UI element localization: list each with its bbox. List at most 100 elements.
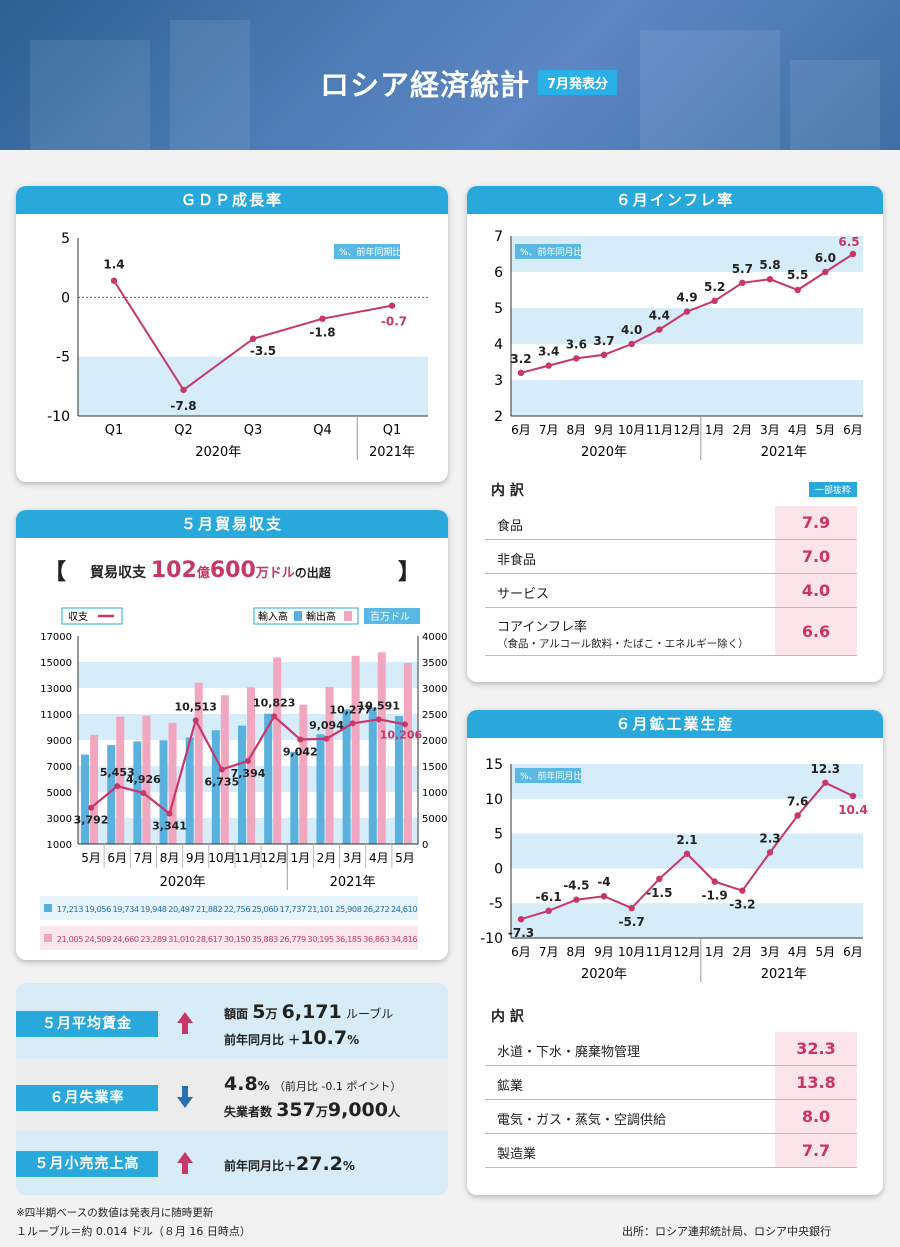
balance-point <box>88 804 95 811</box>
data-label: -3.5 <box>250 344 276 358</box>
headline-n1: 102 <box>150 558 197 583</box>
import-table-value: 19,948 <box>140 904 166 914</box>
grid-band <box>511 380 863 416</box>
legend-unit-bg <box>364 608 420 624</box>
balance-point <box>349 720 356 727</box>
data-point <box>517 916 525 923</box>
balance-point <box>114 783 121 790</box>
export-table-value: 26,779 <box>280 934 306 944</box>
y-tick-label: -5 <box>489 896 503 912</box>
import-bar <box>342 709 351 844</box>
balance-point <box>323 735 330 742</box>
source-note: 出所：ロシア連邦統計局、ロシア中央銀行 <box>622 1225 831 1238</box>
y-tick-label: 0 <box>61 290 70 306</box>
group-label: 2020年 <box>195 445 241 460</box>
y-left-tick-label: 13000 <box>40 684 72 695</box>
x-tick-label: Q1 <box>105 423 124 438</box>
y-tick-label: 2 <box>494 409 503 425</box>
data-point <box>388 302 396 309</box>
export-table-value: 24,509 <box>85 934 111 944</box>
data-label: 5.8 <box>759 258 780 272</box>
unemployment-line-1: 4.8% （前月比 -0.1 ポイント） <box>224 1073 401 1095</box>
x-tick-label: 9月 <box>594 423 614 437</box>
data-point <box>766 849 774 856</box>
y-left-tick-label: 1000 <box>47 840 72 851</box>
balance-label: 10,823 <box>253 696 295 709</box>
x-tick-label: 12月 <box>673 423 700 437</box>
import-table-value: 24,610 <box>391 904 417 914</box>
y-right-tick-label: 30000 <box>422 684 448 695</box>
import-table-value: 21,882 <box>196 904 222 914</box>
data-point <box>739 279 746 286</box>
data-label: 12.3 <box>811 762 841 776</box>
wage-n2: 6,171 <box>281 1001 342 1023</box>
gdp-chart: 5 0 -5 -10 Q1 Q2 Q3 Q4 Q1 2020年 2021年 %、前年同期比 1.4 -7.… <box>47 231 428 460</box>
headline-pre: 貿易収支 <box>90 565 146 581</box>
unemployment-row: ６月失業率 4.8% （前月比 -0.1 ポイント） 失業者数 357万9,00… <box>16 1059 448 1131</box>
export-bar <box>194 682 203 844</box>
y-right-tick-label: 20000 <box>422 736 448 747</box>
data-point <box>249 335 257 343</box>
y-tick-label: 5 <box>494 301 503 317</box>
gdp-title: ＧＤＰ成長率 <box>16 186 448 214</box>
balance-label: 4,926 <box>126 773 161 786</box>
export-table-value: 21,005 <box>57 934 83 944</box>
breakdown-label: 食品 <box>497 519 524 534</box>
export-table-value: 24,660 <box>112 934 138 944</box>
y-tick-label: -10 <box>480 931 503 947</box>
export-bar <box>351 655 360 844</box>
unemp-n1: 4.8 <box>224 1073 258 1095</box>
legend-import-label: 輸入高 <box>258 610 288 623</box>
balance-label: 10,591 <box>358 699 400 712</box>
x-tick-label: 2月 <box>733 423 753 437</box>
unit-note: %、前年同月比 <box>520 770 583 782</box>
retail-row: ５月小売売上高 前年同月比＋27.2% <box>16 1131 448 1195</box>
import-bar <box>290 751 299 844</box>
x-tick-label: 8月 <box>567 423 587 437</box>
data-point <box>766 276 774 283</box>
x-tick-label: 7月 <box>134 851 154 865</box>
breakdown-row: 水道・下水・廃棄物管理 32.3 <box>485 1032 857 1066</box>
x-tick-label: 5月 <box>395 851 415 865</box>
data-label: -7.8 <box>170 399 196 413</box>
x-tick-label: 7月 <box>539 423 559 437</box>
data-label: 3.7 <box>593 334 614 348</box>
legend-balance-box <box>61 607 123 625</box>
x-tick-label: 2月 <box>317 851 337 865</box>
data-label: 4.9 <box>676 291 697 305</box>
balance-label: 10,206 <box>380 728 423 741</box>
x-tick-label: 3月 <box>343 851 363 865</box>
x-tick-label: 3月 <box>760 423 780 437</box>
breakdown-label: 電気・ガス・蒸気・空調供給 <box>497 1113 667 1128</box>
breakdown-value: 8.0 <box>775 1100 857 1133</box>
x-tick-label: 9月 <box>594 945 614 959</box>
import-bar <box>316 734 325 844</box>
import-bar <box>133 741 142 844</box>
y-tick-label: 10 <box>485 792 503 808</box>
y-tick-label: 7 <box>494 229 503 245</box>
unemp-l2a: 失業者数 <box>224 1105 273 1119</box>
data-label: 5.7 <box>732 262 753 276</box>
inflation-chart: 7 6 5 4 3 2 6月 7月 8月 9月 10月 11月 12月 1月 2月 3月 4月 5月 6月 2020年… <box>494 229 863 460</box>
export-table-row-bg <box>40 926 418 950</box>
y-right-tick-label: 35000 <box>422 658 448 669</box>
x-tick-label: 4月 <box>369 851 389 865</box>
trade-chart: 収支 輸入高 輸出高 百万ドル 17000 15000 13000 11000 9000 7000… <box>40 607 448 950</box>
data-point <box>600 351 608 358</box>
y-tick-label: 3 <box>494 373 503 389</box>
x-tick-label: 3月 <box>760 945 780 959</box>
data-label: -4 <box>597 875 610 889</box>
x-tick-label: Q3 <box>244 423 263 438</box>
import-table-value: 17,737 <box>280 904 306 914</box>
y-tick-label: 5 <box>61 231 70 247</box>
data-point <box>517 369 525 376</box>
data-point <box>180 386 187 394</box>
headline-text: 貿易収支 102億600万ドルの出超 <box>90 558 331 583</box>
unemp-n3: 9,000 <box>327 1099 388 1121</box>
wage-label: ５月平均賃金 <box>16 1011 158 1037</box>
unemployment-label: ６月失業率 <box>16 1085 158 1111</box>
mining-panel: ６月鉱工業生産 15 10 5 0 -5 -10 6月 7月 8月 9月 10月 11月 12月 1月 2月… <box>467 710 883 1195</box>
inflation-breakdown-note: 一部抜粋 <box>809 482 858 497</box>
data-label: 4.4 <box>649 309 670 323</box>
legend-export-swatch <box>344 611 352 621</box>
